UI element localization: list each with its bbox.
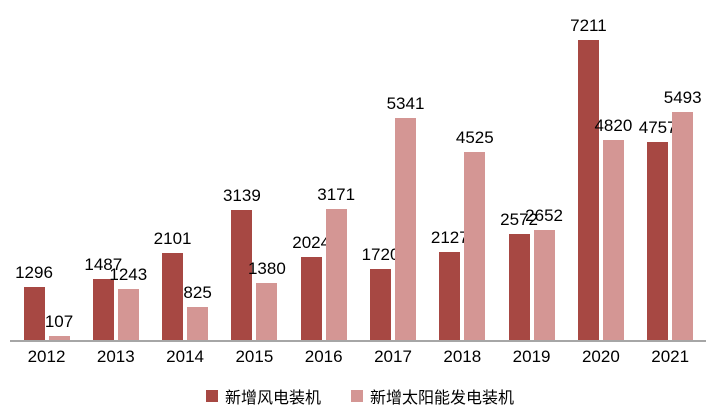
bar-value-label: 1380 [247,259,286,278]
x-axis-category-label: 2018 [443,347,482,366]
bar-wind [647,142,669,341]
bar-value-label: 4525 [455,128,494,147]
bar-value-label: 825 [183,283,212,302]
x-axis-category-label: 2020 [581,347,620,366]
x-axis-category-label: 2015 [235,347,274,366]
bar-value-label: 107 [44,312,74,331]
legend-label-solar: 新增太阳能发电装机 [370,390,515,407]
bar-value-label: 3171 [317,185,356,204]
bar-wind [577,40,599,341]
bar-value-label: 1243 [109,265,148,284]
bar-wind [300,257,322,341]
legend-item-solar: 新增太阳能发电装机 [351,384,514,408]
x-axis-line [10,340,706,342]
bar-value-label: 2572 [500,210,539,229]
legend-item-wind: 新增风电装机 [205,384,321,408]
bar-value-label: 7211 [570,16,607,35]
bar-value-label: 4757 [638,118,677,137]
bar-wind [231,210,253,341]
bar-wind [439,252,461,341]
bar-value-label: 2101 [153,229,192,248]
bar-wind [92,279,114,341]
bar-solar [464,152,486,341]
bar-solar [533,230,555,341]
x-axis-category-label: 2014 [166,347,205,366]
bar-value-label: 4820 [594,116,633,135]
x-axis-category-label: 2021 [651,347,690,366]
legend-swatch-solar [351,390,363,402]
bar-value-label: 1296 [15,263,53,282]
bar-wind [370,269,391,341]
bar-solar [395,118,416,341]
bar-solar [325,209,347,341]
bar-solar [672,112,694,341]
x-axis-category-label: 2013 [96,347,135,366]
bar-solar [256,283,278,341]
x-axis-category-label: 2019 [512,347,551,366]
bar-solar [48,336,70,341]
bar-value-label: 2127 [430,228,469,247]
bar-value-label: 1720 [361,245,400,264]
x-axis-category-label: 2012 [27,347,66,366]
x-axis-category-label: 2016 [304,347,343,366]
bar-solar [602,140,624,341]
legend-label-wind: 新增风电装机 [224,390,321,407]
bar-value-label: 5493 [663,88,702,107]
x-axis-category-label: 2017 [374,347,412,366]
legend-swatch-wind [205,390,218,402]
legend: 新增风电装机 新增太阳能发电装机 [0,384,720,408]
bar-value-label: 2024 [292,233,331,252]
bar-wind [508,234,530,341]
bar-value-label: 5341 [386,94,425,113]
bar-value-label: 1487 [84,255,123,274]
bar-wind [162,253,184,341]
bar-value-label: 2652 [525,206,564,225]
bar-wind [23,287,45,341]
bar-solar [187,307,209,341]
bar-value-label: 3139 [222,186,261,205]
bar-solar [117,289,139,341]
